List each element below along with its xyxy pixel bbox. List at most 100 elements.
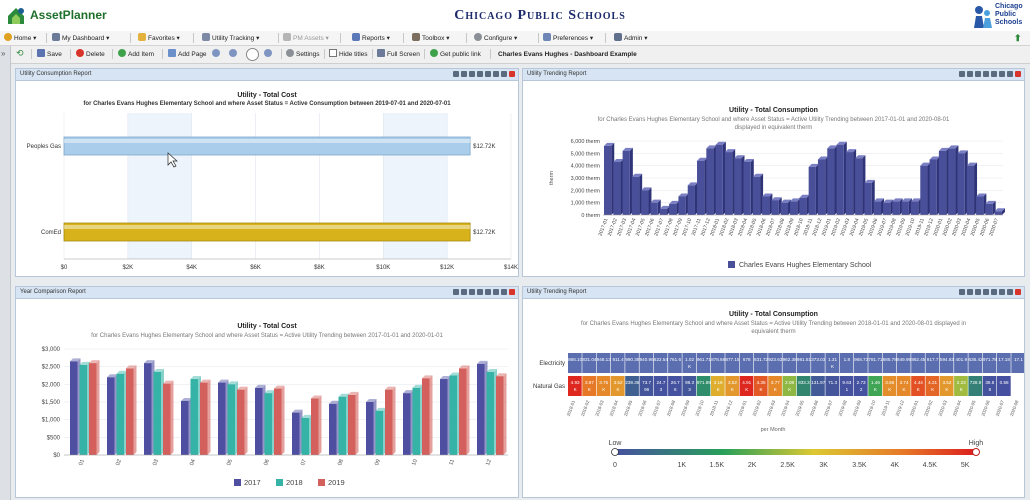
- refresh-icon[interactable]: ⟲: [16, 48, 24, 58]
- menu-preferences[interactable]: Preferences ▾: [543, 33, 593, 43]
- settings-icon[interactable]: [461, 71, 467, 77]
- y-tick-label: 0 therm: [581, 213, 600, 219]
- bar: [808, 166, 816, 215]
- download-icon[interactable]: [959, 71, 965, 77]
- panel-year-comparison: Year Comparison Report Utility - Total C…: [15, 286, 519, 498]
- menu-pm-assets[interactable]: PM Assets ▾: [283, 33, 329, 43]
- print-icon[interactable]: [991, 71, 997, 77]
- print-icon[interactable]: [485, 71, 491, 77]
- bar-top: [855, 155, 866, 159]
- home-icon[interactable]: [983, 71, 989, 77]
- print-icon[interactable]: [485, 289, 491, 295]
- sidebar-toggle[interactable]: »: [0, 46, 11, 500]
- x-tick-label: 01: [78, 459, 86, 467]
- hide-titles-checkbox[interactable]: Hide titles: [329, 49, 368, 60]
- heatmap-cell: [568, 376, 582, 396]
- bar: [873, 201, 882, 215]
- settings-icon[interactable]: [461, 289, 467, 295]
- full-screen-button[interactable]: Full Screen: [377, 49, 420, 60]
- minimize-icon[interactable]: [1007, 71, 1013, 77]
- add-page-button[interactable]: Add Page: [168, 49, 207, 60]
- home-icon[interactable]: [477, 289, 483, 295]
- home-icon[interactable]: [983, 289, 989, 295]
- x-tick-label: 2020-02: [942, 217, 954, 237]
- bar-top: [873, 198, 885, 202]
- add-item-button[interactable]: Add Item: [118, 49, 154, 60]
- menu-my-dashboard[interactable]: My Dashboard ▾: [52, 33, 109, 43]
- print-icon[interactable]: [991, 289, 997, 295]
- help-icon[interactable]: [999, 71, 1005, 77]
- collapse-up-icon[interactable]: ⬆: [1014, 33, 1022, 43]
- legend-swatch: [276, 479, 283, 486]
- minimize-icon[interactable]: [1007, 289, 1013, 295]
- save-button[interactable]: Save: [37, 49, 62, 60]
- settings-icon[interactable]: [967, 289, 973, 295]
- download-icon[interactable]: [453, 71, 459, 77]
- heatmap-cell-value: 1.46: [871, 380, 880, 385]
- download-icon[interactable]: [453, 289, 459, 295]
- heatmap-cell-value: 622.54: [654, 357, 668, 362]
- bar: [641, 190, 649, 215]
- menu-configure[interactable]: Configure ▾: [474, 33, 517, 43]
- menu-toolbox[interactable]: Toolbox ▾: [412, 33, 449, 43]
- heatmap-cell: [882, 376, 897, 396]
- settings-icon[interactable]: [967, 71, 973, 77]
- menu-admin[interactable]: Admin ▾: [614, 33, 648, 43]
- heatmap-cell-unit: K: [745, 387, 749, 392]
- prev-page-button[interactable]: [212, 49, 222, 60]
- share-icon[interactable]: [975, 71, 981, 77]
- bar: [385, 389, 393, 455]
- minimize-icon[interactable]: [501, 289, 507, 295]
- menu-label: Favorites: [148, 35, 175, 42]
- heatmap-cell-unit: 6: [989, 387, 992, 392]
- next-page-button[interactable]: [229, 49, 239, 60]
- public-link-button[interactable]: Get public link: [430, 49, 481, 60]
- next-page-end-button[interactable]: [264, 49, 274, 60]
- x-tick-label: 2019-11: [914, 217, 926, 236]
- app-name[interactable]: AssetPlanner: [30, 8, 107, 22]
- bar-top: [724, 149, 736, 153]
- x-axis-title: per Month: [761, 427, 786, 433]
- menu-home[interactable]: Home ▾: [4, 33, 36, 43]
- menu-utility-tracking[interactable]: Utility Tracking ▾: [202, 33, 259, 43]
- minimize-icon[interactable]: [501, 71, 507, 77]
- heatmap-cell: [739, 376, 754, 396]
- x-tick-label: 2018-01: [566, 399, 577, 417]
- x-tick-label: 08: [337, 459, 345, 467]
- color-scale-high-handle: [972, 448, 980, 456]
- expand-sidebar-icon[interactable]: »: [1, 49, 6, 58]
- download-icon[interactable]: [959, 289, 965, 295]
- settings-button[interactable]: Settings: [286, 49, 320, 60]
- heatmap-cell: [625, 353, 639, 373]
- x-tick-label: 2020-06: [979, 217, 991, 237]
- cps-logo-icon: [974, 6, 992, 28]
- heatmap-cell: [811, 376, 825, 396]
- close-icon[interactable]: [1015, 289, 1021, 295]
- bar-top: [864, 179, 875, 183]
- share-icon[interactable]: [469, 289, 475, 295]
- bar-top: [218, 379, 229, 383]
- share-icon[interactable]: [469, 71, 475, 77]
- home-icon[interactable]: [477, 71, 483, 77]
- delete-button[interactable]: Delete: [76, 49, 105, 60]
- heatmap-cell-value: 877.15: [725, 357, 739, 362]
- bar-top: [808, 163, 819, 167]
- help-icon[interactable]: [493, 71, 499, 77]
- menu-favorites[interactable]: Favorites ▾: [138, 33, 180, 43]
- bar: [743, 161, 751, 215]
- close-icon[interactable]: [509, 289, 515, 295]
- close-icon[interactable]: [509, 71, 515, 77]
- page-indicator[interactable]: [246, 48, 261, 61]
- close-icon[interactable]: [1015, 71, 1021, 77]
- share-icon[interactable]: [975, 289, 981, 295]
- bar: [412, 387, 420, 455]
- heatmap-cell: [639, 353, 654, 373]
- menu-reports[interactable]: Reports ▾: [352, 33, 390, 43]
- toolbar-divider: [70, 49, 71, 59]
- x-tick-label: 2019-05: [795, 399, 806, 417]
- heatmap-cell-value: 3.52: [728, 380, 737, 385]
- help-icon[interactable]: [493, 289, 499, 295]
- help-icon[interactable]: [999, 289, 1005, 295]
- x-tick-label: 2018-07: [652, 399, 663, 417]
- legend-label: 2019: [328, 478, 345, 487]
